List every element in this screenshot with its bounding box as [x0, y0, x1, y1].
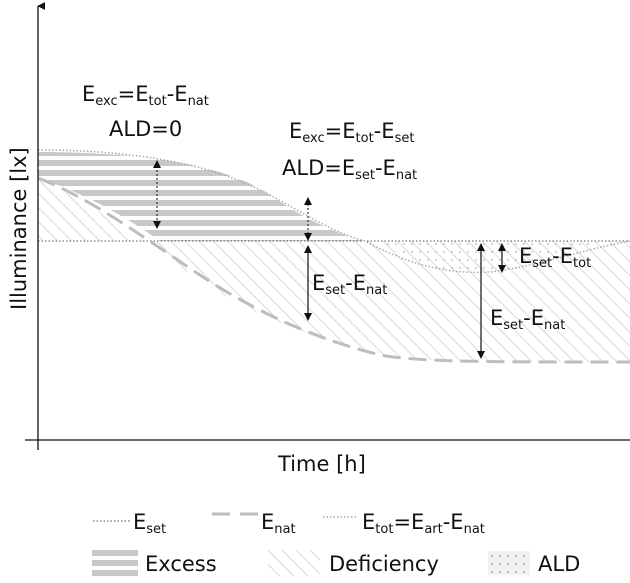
legend-excess-swatch	[92, 550, 138, 576]
arrow-excess-mid	[304, 197, 312, 241]
left-excess-formula: Eexc=Etot-Enat	[82, 82, 209, 109]
x-axis-label: Time [h]	[277, 452, 366, 476]
arrow-excess-left	[153, 160, 161, 229]
excess-region-fill	[38, 152, 365, 241]
ald-region	[380, 241, 600, 274]
legend-e-nat-label: Enat	[261, 510, 296, 537]
deficiency-region	[38, 180, 630, 362]
legend-e-tot-label: Etot=Eart-Enat	[362, 510, 485, 537]
arrow-set-nat-mid	[304, 245, 312, 321]
legend-ald-label: ALD	[538, 552, 580, 576]
left-ald-text: ALD=0	[109, 117, 182, 141]
right-set-nat-label: Eset-Enat	[490, 306, 565, 333]
mid-excess-formula: Eexc=Etot-Eset	[289, 119, 414, 146]
legend-deficiency-swatch	[268, 550, 320, 576]
legend-e-set-label: Eset	[133, 510, 166, 537]
mid-set-nat-label: Eset-Enat	[312, 271, 387, 298]
arrow-set-tot-right	[498, 243, 506, 273]
arrow-set-nat-right	[477, 243, 485, 359]
legend-excess: Excess	[92, 550, 217, 576]
legend-e-nat: Enat	[212, 510, 296, 537]
legend-excess-label: Excess	[145, 552, 217, 576]
legend-deficiency: Deficiency	[268, 550, 439, 576]
mid-ald-formula: ALD=Eset-Enat	[282, 156, 417, 183]
legend-e-set: Eset	[93, 510, 166, 537]
right-set-tot-label: Eset-Etot	[519, 244, 591, 271]
legend-e-tot: Etot=Eart-Enat	[323, 510, 485, 537]
y-axis-label: Illuminance [lx]	[7, 147, 31, 310]
legend-deficiency-label: Deficiency	[329, 552, 439, 576]
legend-ald-dots	[488, 551, 530, 575]
e-nat-curve	[37, 176, 630, 364]
e-tot-curve	[37, 149, 630, 274]
legend-ald: ALD	[488, 551, 580, 576]
